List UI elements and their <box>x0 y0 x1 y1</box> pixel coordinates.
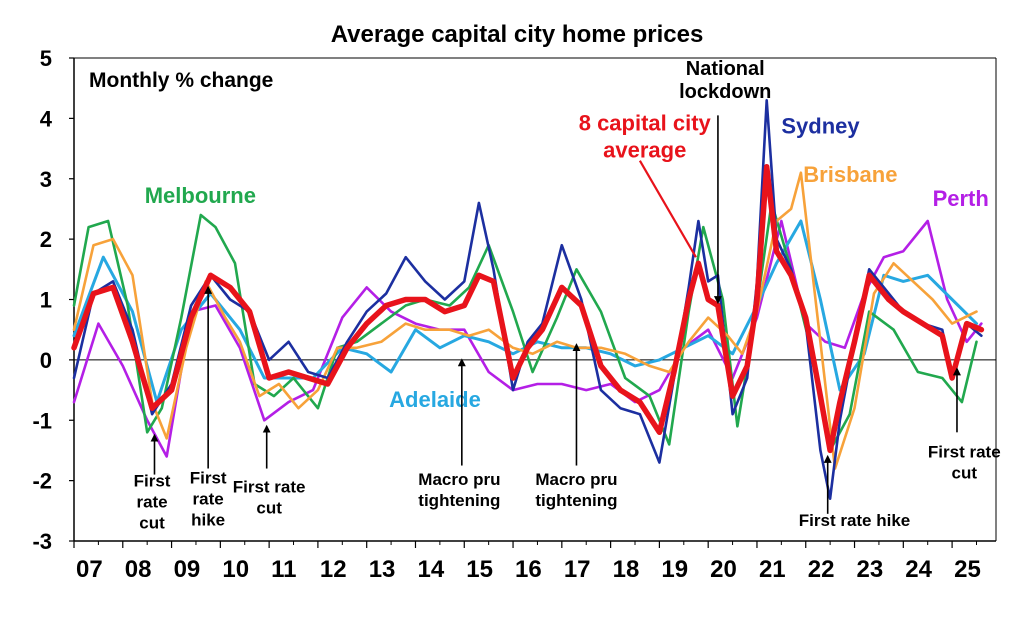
series-label-brisbane: Brisbane <box>803 162 897 187</box>
series-label-line: 8 capital city <box>579 110 712 135</box>
annotation-label: First rate cut <box>928 443 1001 483</box>
x-tick-label: 23 <box>857 556 884 583</box>
annotation-label: National lockdown <box>679 58 771 103</box>
annotation-line: cut <box>952 464 978 483</box>
x-tick-label: 20 <box>710 556 737 583</box>
annotation-label: First rate hike <box>190 469 227 530</box>
x-tick-label: 14 <box>417 556 444 583</box>
series-label-adelaide: Adelaide <box>389 387 481 412</box>
series-labels: Perth Adelaide Melbourne Brisbane Sydney 8 ca… <box>145 110 989 412</box>
x-tick-label: 10 <box>222 556 249 583</box>
x-tick-label: 19 <box>661 556 688 583</box>
x-tick-label: 08 <box>125 556 152 583</box>
series-line-8-capital-city-average <box>71 163 985 454</box>
series-label-line: Sydney <box>781 113 860 138</box>
series-layer <box>71 99 985 501</box>
y-tick-label: -3 <box>32 529 52 554</box>
x-tick-label: 12 <box>320 556 347 583</box>
y-tick-label: -1 <box>32 408 52 433</box>
x-tick-label: 25 <box>954 556 981 583</box>
annotation-line: lockdown <box>679 81 771 103</box>
annotation-line: First rate hike <box>799 511 911 530</box>
series-line-brisbane <box>72 171 978 470</box>
annotation-label: First rate hike <box>799 511 911 530</box>
x-tick-label: 18 <box>613 556 640 583</box>
y-tick-label: 1 <box>40 288 52 313</box>
annotation-label: First rate cut <box>233 478 306 518</box>
annotation-line: rate <box>136 493 167 512</box>
annotation-line: rate <box>193 490 224 509</box>
annotation-label: Macro pru tightening <box>418 470 500 510</box>
annotation-line: First <box>190 469 227 488</box>
x-tick-label: 09 <box>174 556 201 583</box>
annotation-line: First rate <box>928 443 1001 462</box>
annotation-line: cut <box>139 514 165 533</box>
x-tick-label: 07 <box>76 556 103 583</box>
series-line-perth <box>72 219 983 458</box>
y-tick-label: 2 <box>40 227 52 252</box>
annotation-line: Macro pru <box>418 470 500 489</box>
x-tick-label: 16 <box>515 556 542 583</box>
series-label-line: Melbourne <box>145 183 256 208</box>
series-label-8-capital-city-average: 8 capital city average <box>579 110 712 162</box>
annotation-line: First rate <box>233 478 306 497</box>
annotation-line: Macro pru <box>535 470 617 489</box>
series-label-line: Perth <box>933 186 989 211</box>
y-tick-label: -2 <box>32 469 52 494</box>
y-tick-label: 5 <box>40 46 52 71</box>
series-label-perth: Perth <box>933 186 989 211</box>
y-tick-label: 3 <box>40 167 52 192</box>
annotation-line: tightening <box>535 491 617 510</box>
annotation-line: cut <box>256 499 282 518</box>
x-tick-label: 22 <box>808 556 835 583</box>
annotation-line: National <box>686 58 765 80</box>
annotation-line: tightening <box>418 491 500 510</box>
y-tick-label: 4 <box>40 106 53 131</box>
series-label-sydney: Sydney <box>781 113 860 138</box>
y-axis-label: Monthly % change <box>89 69 273 92</box>
series-label-melbourne: Melbourne <box>145 183 256 208</box>
series-label-line: Adelaide <box>389 387 481 412</box>
x-tick-label: 21 <box>759 556 786 583</box>
x-tick-label: 11 <box>271 556 296 583</box>
series-label-line: average <box>603 137 686 162</box>
x-tick-label: 15 <box>466 556 493 583</box>
annotation-line: First <box>134 472 171 491</box>
series-line-adelaide <box>72 219 978 404</box>
x-tick-label: 24 <box>905 556 932 583</box>
average-leader-line <box>638 160 697 258</box>
annotation-line: hike <box>191 511 225 530</box>
annotation-label: First rate cut <box>134 472 171 533</box>
series-label-line: Brisbane <box>803 162 897 187</box>
annotation-label: Macro pru tightening <box>535 470 617 510</box>
chart-title: Average capital city home prices <box>331 21 704 48</box>
x-tick-label: 13 <box>369 556 396 583</box>
y-tick-label: 0 <box>40 348 52 373</box>
annotations: National lockdown First rate cut First rate hik… <box>134 58 1001 533</box>
x-tick-label: 17 <box>564 556 591 583</box>
